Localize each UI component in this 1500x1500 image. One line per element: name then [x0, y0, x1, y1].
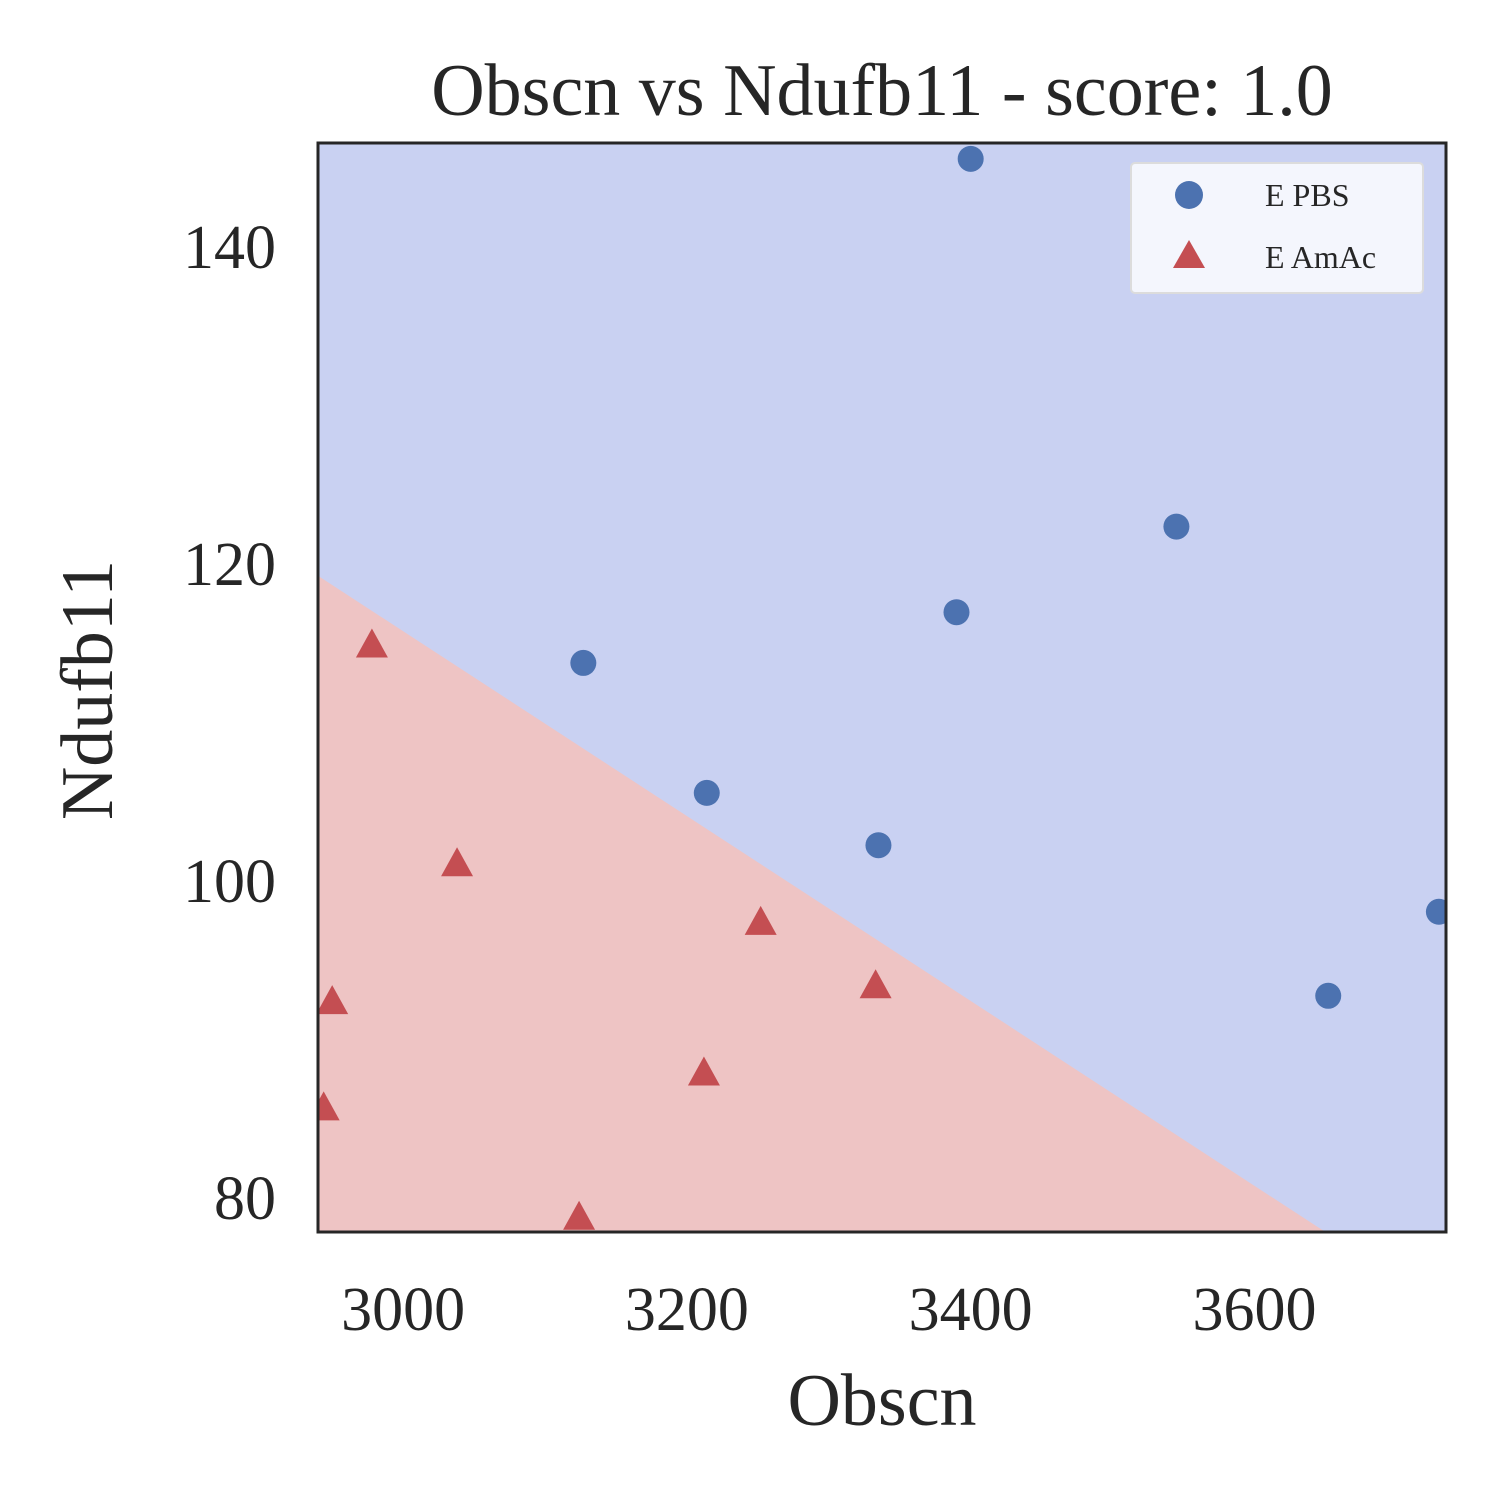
- data-point-e-pbs: [943, 599, 970, 626]
- legend-label-e-amac: E AmAc: [1265, 239, 1376, 275]
- y-tick-label: 140: [183, 214, 276, 282]
- legend-marker-e-amac: [1173, 240, 1205, 268]
- y-tick-label: 80: [214, 1165, 276, 1233]
- x-tick-label: 3000: [341, 1276, 465, 1344]
- data-point-e-pbs: [693, 779, 720, 806]
- data-point-e-amac: [318, 985, 349, 1015]
- x-tick-label: 3600: [1192, 1276, 1316, 1344]
- y-tick-label: 120: [183, 531, 276, 599]
- plot-frame: [316, 141, 1448, 1234]
- legend-marker-e-pbs: [1175, 181, 1203, 209]
- data-point-e-pbs: [1315, 982, 1342, 1009]
- data-point-e-amac: [744, 905, 777, 935]
- legend: E PBS E AmAc: [1130, 162, 1424, 294]
- x-axis-label: Obscn: [787, 1360, 976, 1442]
- data-points: [318, 145, 1446, 1230]
- data-point-e-pbs: [865, 832, 892, 859]
- chart-title: Obscn vs Ndufb11 - score: 1.0: [431, 50, 1333, 132]
- data-point-e-pbs: [957, 145, 984, 172]
- y-axis-label: Ndufb11: [47, 560, 129, 820]
- legend-label-e-pbs: E PBS: [1265, 177, 1349, 213]
- data-point-e-amac: [859, 969, 892, 999]
- x-tick-label: 3200: [625, 1276, 749, 1344]
- data-point-e-pbs: [1425, 898, 1446, 925]
- x-tick-label: 3400: [909, 1276, 1033, 1344]
- y-tick-label: 100: [183, 848, 276, 916]
- decision-region-e-amac: [318, 575, 1446, 1232]
- data-point-e-pbs: [1163, 513, 1190, 540]
- data-point-e-amac: [563, 1200, 596, 1230]
- data-point-e-amac: [687, 1056, 720, 1086]
- data-point-e-amac: [355, 628, 388, 658]
- plot-area: [318, 143, 1446, 1232]
- data-point-e-amac: [318, 1091, 340, 1121]
- data-point-e-pbs: [570, 649, 597, 676]
- data-point-e-amac: [441, 847, 474, 877]
- legend-box: [1130, 162, 1424, 294]
- y-axis-ticks: 80 100 120 140: [183, 214, 276, 1233]
- x-axis-ticks: 3000 3200 3400 3600: [341, 1276, 1316, 1344]
